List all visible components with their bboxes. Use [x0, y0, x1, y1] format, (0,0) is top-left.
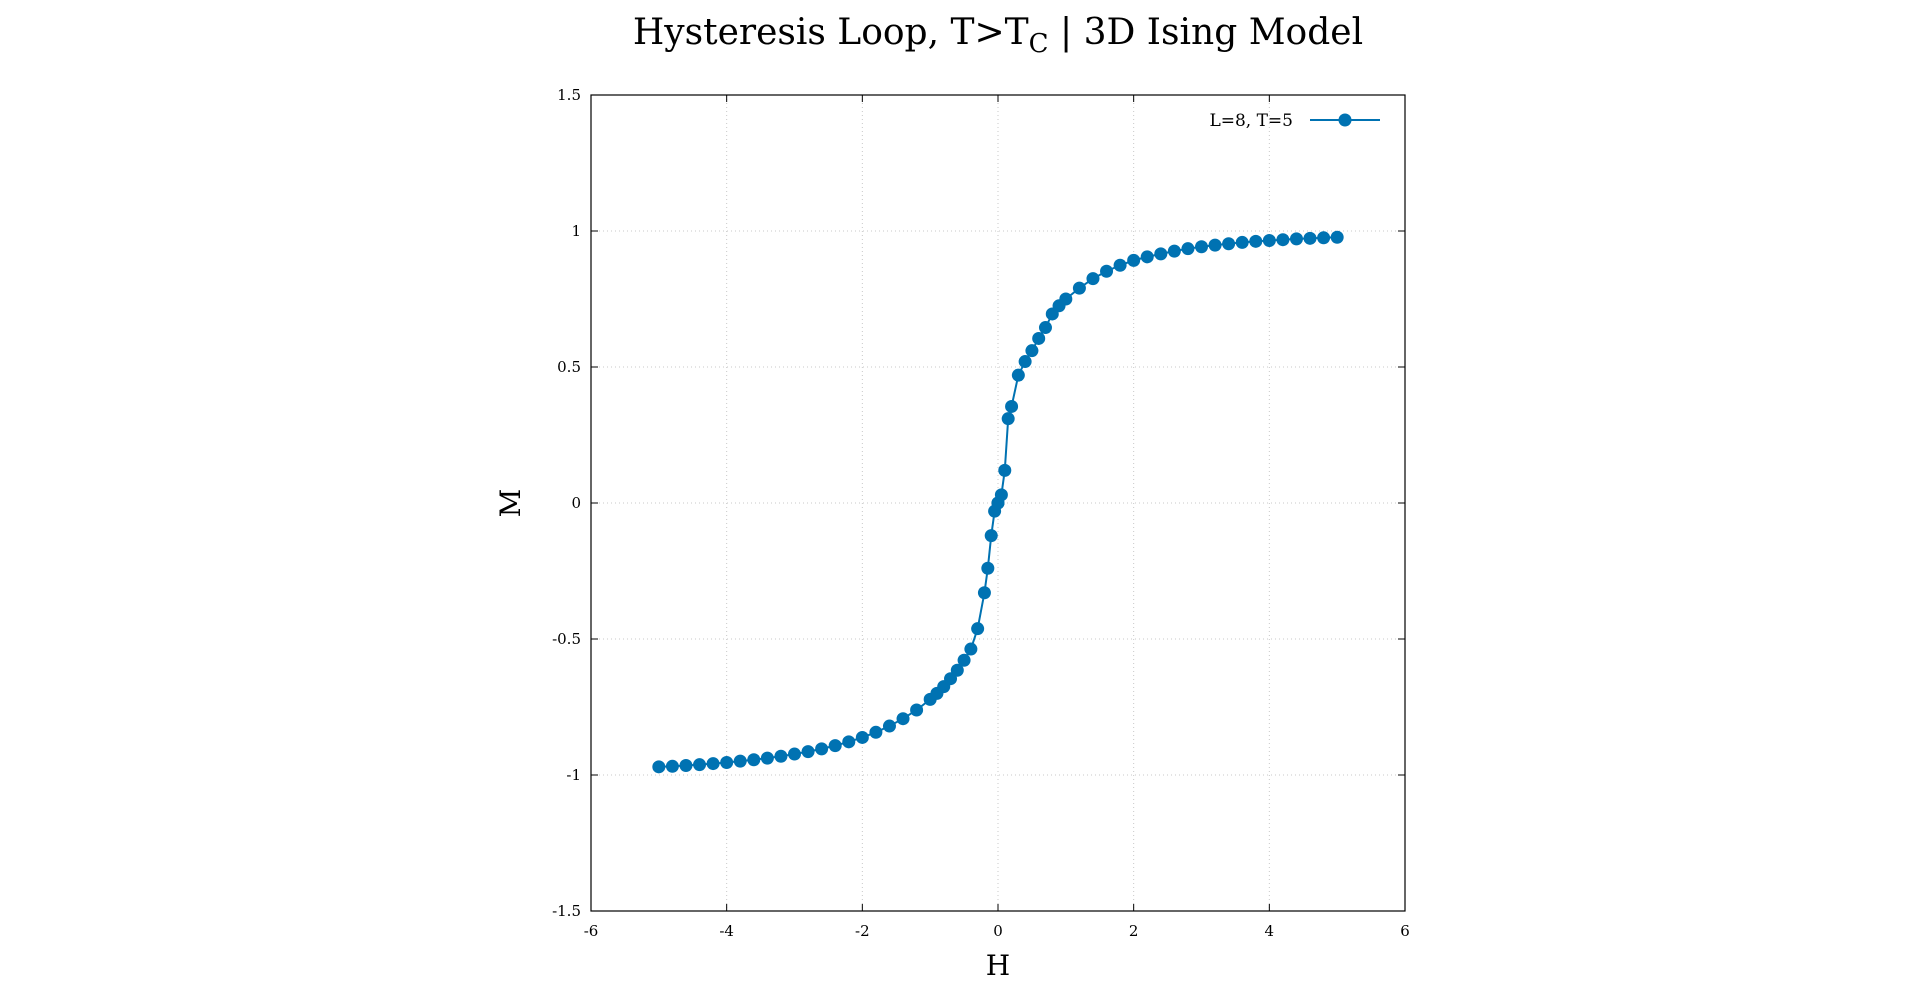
data-point: [855, 730, 869, 744]
data-point: [1127, 253, 1141, 267]
data-point: [747, 753, 761, 767]
data-point: [1100, 264, 1114, 278]
y-tick-label: 1: [571, 222, 581, 240]
data-point: [1032, 331, 1046, 345]
legend-marker: [1338, 113, 1352, 127]
data-point: [1018, 355, 1032, 369]
y-tick-label: 1.5: [557, 86, 581, 104]
data-point: [1330, 230, 1344, 244]
data-point: [1222, 237, 1236, 251]
x-tick-label: 0: [993, 922, 1003, 940]
data-point: [801, 745, 815, 759]
data-point: [1181, 242, 1195, 256]
y-tick-label: -1: [566, 766, 581, 784]
data-point: [882, 719, 896, 733]
data-point: [706, 757, 720, 771]
y-tick-label: 0.5: [557, 358, 581, 376]
y-tick-label: -0.5: [552, 630, 581, 648]
chart-title-group: Hysteresis Loop, T>TC | 3D Ising Model: [633, 12, 1363, 59]
x-tick-label: 4: [1265, 922, 1275, 940]
data-point: [998, 463, 1012, 477]
data-point: [1005, 399, 1019, 413]
data-point: [693, 758, 707, 772]
data-point: [733, 754, 747, 768]
axis-ticks: -6 -4 -2 0 2 4 6 -1.5 -1 -0.5 0 0.5 1 1.5: [552, 86, 1410, 940]
data-point: [994, 488, 1008, 502]
data-point: [896, 712, 910, 726]
chart-title: Hysteresis Loop, T>TC | 3D Ising Model: [633, 12, 1363, 59]
data-point: [1011, 368, 1025, 382]
data-point: [828, 739, 842, 753]
y-axis-title: M: [494, 489, 527, 518]
data-point: [1038, 321, 1052, 335]
data-point: [950, 663, 964, 677]
data-point: [981, 561, 995, 575]
data-point: [984, 529, 998, 543]
data-point: [1317, 231, 1331, 245]
data-point: [1235, 235, 1249, 249]
data-point: [977, 586, 991, 600]
plot-frame: [590, 94, 1406, 912]
data-point: [964, 642, 978, 656]
x-tick-label: -2: [855, 922, 870, 940]
data-point: [1303, 231, 1317, 245]
data-point: [652, 760, 666, 774]
data-point: [842, 735, 856, 749]
data-point: [774, 749, 788, 763]
data-point: [1113, 258, 1127, 272]
x-axis-title: H: [986, 949, 1010, 980]
data-point: [720, 755, 734, 769]
x-tick-label: -6: [584, 922, 599, 940]
data-point: [1249, 234, 1263, 248]
data-series: [652, 230, 1344, 774]
y-tick-label: -1.5: [552, 902, 581, 920]
data-point: [869, 725, 883, 739]
data-point: [788, 747, 801, 761]
x-tick-label: 2: [1129, 922, 1139, 940]
data-point: [1276, 233, 1290, 247]
legend: L=8, T=5: [1209, 111, 1380, 131]
data-point: [1072, 281, 1086, 295]
data-point: [1086, 272, 1100, 286]
data-point: [1195, 240, 1208, 254]
data-point: [910, 703, 924, 717]
data-point: [1025, 344, 1039, 358]
data-point: [1001, 412, 1015, 426]
data-point: [971, 622, 985, 636]
data-point: [1140, 250, 1154, 264]
data-point: [1208, 238, 1222, 252]
data-point: [815, 742, 829, 756]
data-point: [1059, 292, 1073, 306]
data-point: [665, 759, 679, 773]
data-point: [760, 751, 774, 765]
x-tick-label: 6: [1400, 922, 1410, 940]
data-point: [957, 653, 971, 667]
legend-label: L=8, T=5: [1209, 111, 1293, 131]
y-tick-label: 0: [571, 494, 581, 512]
data-point: [679, 758, 693, 772]
data-point: [1167, 244, 1181, 258]
axis-titles: HM: [494, 489, 1010, 982]
data-point: [1154, 247, 1168, 261]
data-point: [1262, 234, 1276, 248]
x-tick-label: -4: [719, 922, 734, 940]
data-point: [1289, 232, 1303, 246]
